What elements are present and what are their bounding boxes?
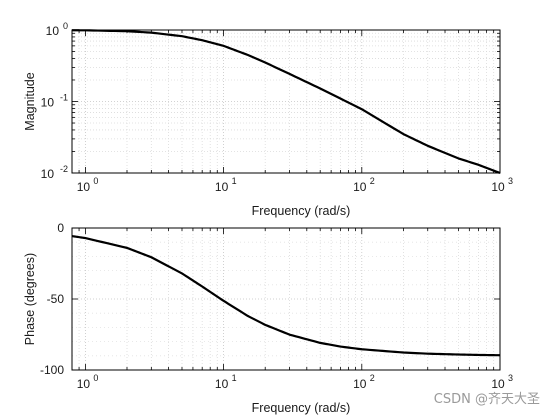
y-tick-exponent: -2: [60, 164, 68, 174]
y-tick-label: 10: [46, 24, 60, 38]
y-axis-label: Magnitude: [23, 72, 37, 130]
y-tick-exponent: 0: [63, 21, 68, 31]
magnitude-series-line: [71, 29, 501, 175]
magnitude-frame: [71, 29, 501, 174]
x-tick-label: 10: [77, 377, 91, 391]
x-tick-label: 10: [353, 377, 367, 391]
x-axis-label: Frequency (rad/s): [252, 401, 351, 415]
watermark: CSDN @齐天大圣: [433, 388, 540, 407]
y-tick-label: 10: [41, 167, 55, 181]
x-tick-label: 10: [77, 180, 91, 194]
x-tick-label: 10: [215, 180, 229, 194]
x-tick-exponent: 2: [370, 373, 375, 383]
phase-frame: [71, 227, 501, 371]
x-tick-label: 10: [491, 377, 505, 391]
y-tick-label: 0: [57, 221, 64, 235]
x-tick-exponent: 3: [508, 176, 513, 186]
y-tick-label: 10: [41, 96, 55, 110]
x-tick-exponent: 0: [93, 176, 98, 186]
x-tick-exponent: 1: [232, 176, 237, 186]
x-tick-exponent: 3: [508, 373, 513, 383]
x-tick-label: 10: [491, 180, 505, 194]
x-tick-label: 10: [353, 180, 367, 194]
x-tick-exponent: 2: [370, 176, 375, 186]
y-axis-label: Phase (degrees): [23, 253, 37, 345]
y-tick-label: -100: [40, 363, 64, 377]
y-tick-label: -50: [47, 292, 65, 306]
x-tick-exponent: 0: [93, 373, 98, 383]
x-axis-label: Frequency (rad/s): [252, 204, 351, 218]
y-tick-exponent: -1: [60, 93, 68, 103]
x-tick-exponent: 1: [232, 373, 237, 383]
x-tick-label: 10: [215, 377, 229, 391]
phase-series-line: [71, 235, 501, 357]
